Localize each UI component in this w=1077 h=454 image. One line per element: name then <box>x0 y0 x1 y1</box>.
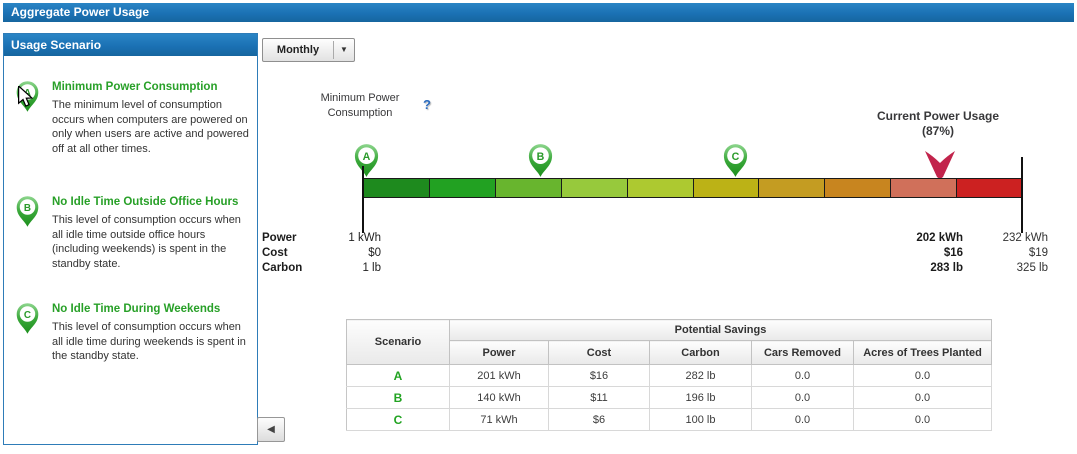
table-subheader-row: Power Cost Carbon Cars Removed Acres of … <box>347 340 992 365</box>
svg-text:B: B <box>537 151 545 163</box>
table-row: C 71 kWh $6 100 lb 0.0 0.0 <box>346 408 992 431</box>
page-title: Aggregate Power Usage <box>11 5 150 19</box>
carbon-column-header: Carbon <box>649 340 752 365</box>
scenario-a-description: The minimum level of consumption occurs … <box>52 99 249 155</box>
current-cost-value: $16 <box>943 247 963 259</box>
gauge-marker-a-pin-icon: A <box>352 143 381 183</box>
scenario-item-a[interactable]: A Minimum Power Consumption The minimum … <box>12 80 249 156</box>
gauge-segment-2 <box>494 179 561 197</box>
scenario-c-title: No Idle Time During Weekends <box>52 303 221 315</box>
collapse-sidebar-button[interactable]: ◀ <box>257 417 285 442</box>
gauge-segment-5 <box>692 179 759 197</box>
cell: $6 <box>548 408 650 431</box>
potential-savings-table: Scenario Potential Savings Power Cost Ca… <box>346 319 992 431</box>
scenario-c-cell: C <box>346 408 450 431</box>
metric-labels: Power Cost Carbon <box>262 231 322 276</box>
cost-column-header: Cost <box>548 340 650 365</box>
scenario-column-header: Scenario <box>346 319 450 365</box>
max-carbon-value: 325 lb <box>1016 262 1048 274</box>
current-power-usage-label: Current Power Usage (87%) <box>858 109 1018 139</box>
gauge-segment-0 <box>364 179 429 197</box>
scenario-item-c[interactable]: C No Idle Time During Weekends This leve… <box>12 302 249 364</box>
max-cost-value: $19 <box>1028 247 1048 259</box>
metric-label-cost: Cost <box>262 247 288 259</box>
gauge-marker-c-pin-icon: C <box>721 143 750 183</box>
usage-scenario-header: Usage Scenario <box>4 34 257 56</box>
current-power-usage-percent: (87%) <box>921 124 954 138</box>
svg-text:B: B <box>24 203 31 214</box>
current-power-value: 202 kWh <box>916 232 963 244</box>
usage-scenario-panel: Usage Scenario A Minimum Power Consumpti… <box>3 33 258 445</box>
period-dropdown[interactable]: Monthly ▼ <box>262 38 355 62</box>
cell: 0.0 <box>751 364 854 387</box>
cell: 100 lb <box>649 408 752 431</box>
cell: 0.0 <box>853 386 992 409</box>
min-cost-value: $0 <box>368 247 381 259</box>
max-power-value: 232 kWh <box>1002 232 1048 244</box>
min-power-value: 1 kWh <box>348 232 381 244</box>
period-dropdown-value: Monthly <box>276 44 320 56</box>
gauge-segment-1 <box>428 179 495 197</box>
help-icon[interactable]: ? <box>423 97 431 112</box>
scenario-b-description: This level of consumption occurs when al… <box>52 214 241 270</box>
minimum-power-label: Minimum Power Consumption <box>320 92 400 119</box>
metric-label-carbon: Carbon <box>262 262 303 274</box>
chevron-down-icon: ▼ <box>340 45 348 54</box>
scenario-b-title: No Idle Time Outside Office Hours <box>52 196 239 208</box>
cell: 0.0 <box>853 408 992 431</box>
power-usage-gauge-bar <box>363 178 1023 198</box>
mouse-cursor-icon <box>17 84 34 113</box>
svg-text:C: C <box>24 310 31 321</box>
metric-min-values: 1 kWh $0 1 lb <box>300 231 381 276</box>
scenario-b-cell: B <box>346 386 450 409</box>
cell: 140 kWh <box>449 386 549 409</box>
scenario-b-pin-icon: B <box>14 195 41 233</box>
scenario-item-b[interactable]: B No Idle Time Outside Office Hours This… <box>12 195 249 271</box>
gauge-max-tick <box>1021 157 1023 233</box>
gauge-min-tick <box>362 166 364 233</box>
gauge-segment-4 <box>626 179 693 197</box>
cell: 0.0 <box>751 408 854 431</box>
cell: 0.0 <box>751 386 854 409</box>
cell: 0.0 <box>853 364 992 387</box>
gauge-segment-6 <box>758 179 825 197</box>
table-row: B 140 kWh $11 196 lb 0.0 0.0 <box>346 386 992 409</box>
min-carbon-value: 1 lb <box>362 262 381 274</box>
scenario-c-description: This level of consumption occurs when al… <box>52 321 246 362</box>
dropdown-divider <box>333 41 334 59</box>
cell: $11 <box>548 386 650 409</box>
collapse-arrow-icon: ◀ <box>267 424 275 435</box>
cell: 196 lb <box>649 386 752 409</box>
cell: 282 lb <box>649 364 752 387</box>
current-power-usage-text: Current Power Usage <box>876 109 1000 123</box>
acres-trees-column-header: Acres of Trees Planted <box>853 340 992 365</box>
scenario-c-pin-icon: C <box>14 302 41 340</box>
gauge-marker-b-pin-icon: B <box>526 143 555 183</box>
table-row: A 201 kWh $16 282 lb 0.0 0.0 <box>346 364 992 387</box>
page-header: Aggregate Power Usage <box>3 3 1074 22</box>
metric-max-values: 232 kWh $19 325 lb <box>958 231 1048 276</box>
usage-scenario-title: Usage Scenario <box>11 38 102 52</box>
metric-label-power: Power <box>262 232 297 244</box>
svg-text:A: A <box>363 151 371 163</box>
scenario-a-cell: A <box>346 364 450 387</box>
cell: 71 kWh <box>449 408 549 431</box>
svg-text:C: C <box>732 151 740 163</box>
potential-savings-header: Potential Savings <box>449 319 992 341</box>
cars-removed-column-header: Cars Removed <box>751 340 854 365</box>
gauge-segment-3 <box>560 179 627 197</box>
scenario-a-title: Minimum Power Consumption <box>52 81 218 93</box>
gauge-segment-7 <box>824 179 891 197</box>
current-usage-arrow-icon <box>923 151 957 185</box>
current-carbon-value: 283 lb <box>930 262 963 274</box>
metric-current-values: 202 kWh $16 283 lb <box>863 231 963 276</box>
cell: 201 kWh <box>449 364 549 387</box>
power-column-header: Power <box>449 340 549 365</box>
gauge-segment-8 <box>890 179 957 197</box>
gauge-segment-9 <box>956 179 1023 197</box>
cell: $16 <box>548 364 650 387</box>
